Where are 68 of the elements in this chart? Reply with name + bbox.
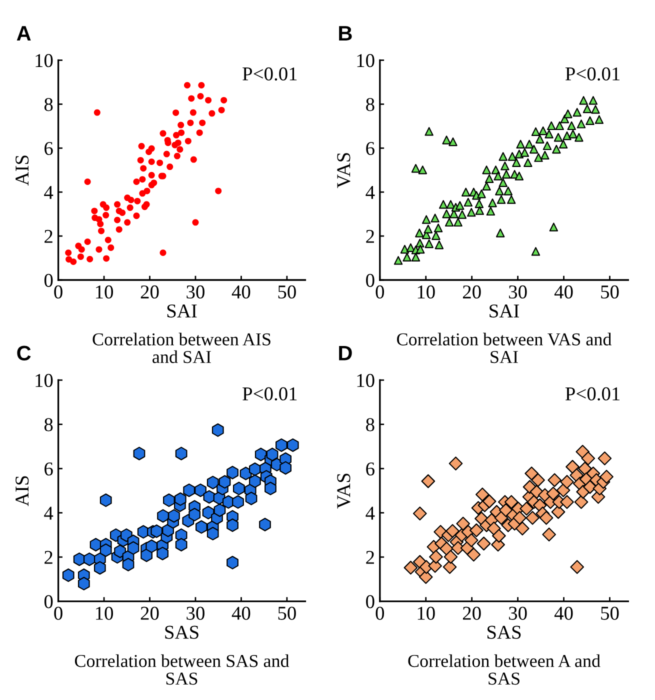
y-tick-label: 2	[44, 230, 52, 243]
x-tick-label: 40	[554, 285, 573, 299]
x-tick-label: 20	[140, 606, 159, 620]
x-tick-label: 50	[601, 606, 619, 620]
x-tick-label: 20	[462, 285, 481, 299]
x-tick-label: 10	[418, 285, 435, 299]
text: Correlation between A and SAS	[408, 654, 600, 685]
y-tick-label: 10	[36, 54, 53, 68]
y-tick-label: 6	[366, 142, 374, 156]
annotation: P<0.01	[242, 387, 297, 401]
x-tick-label: 0	[54, 606, 62, 620]
x-tick-label: 30	[186, 285, 204, 299]
annotation: P<0.01	[565, 67, 620, 81]
y-tick-label: 0	[44, 274, 53, 287]
y-axis-title: VAS	[337, 474, 350, 509]
y-tick-label: 6	[44, 462, 53, 476]
x-tick-label: 20	[462, 606, 481, 620]
x-tick-label: 10	[418, 606, 435, 620]
text: Correlation between SAS and SAS	[74, 654, 290, 685]
y-tick-label: 8	[366, 418, 374, 432]
x-tick-label: 0	[376, 285, 384, 299]
y-tick-label: 6	[44, 142, 53, 156]
y-tick-label: 6	[366, 462, 374, 476]
y-tick-label: 0	[44, 595, 53, 608]
y-tick-label: 4	[44, 506, 54, 520]
y-tick-label: 4	[366, 506, 375, 520]
x-tick-label: 20	[140, 285, 159, 299]
x-tick-label: 50	[278, 606, 296, 620]
y-tick-label: 8	[44, 98, 53, 112]
x-axis-title: SAS	[165, 626, 198, 639]
x-tick-label: 10	[96, 285, 114, 299]
x-axis-title: SAI	[167, 304, 197, 318]
y-tick-label: 4	[44, 186, 54, 199]
x-tick-label: 30	[186, 606, 204, 620]
text: Correlation between AIS and SAI	[92, 332, 270, 364]
y-tick-label: 2	[366, 230, 374, 243]
chart-title: B	[339, 26, 352, 40]
y-axis-title: AIS	[16, 156, 29, 186]
x-axis-title: SAI	[490, 304, 520, 318]
chart-title: D	[339, 346, 352, 360]
y-tick-label: 10	[357, 54, 374, 68]
x-axis-title: SAS	[487, 626, 521, 639]
annotation: P<0.01	[565, 387, 620, 401]
x-tick-label: 30	[509, 285, 527, 299]
y-tick-label: 2	[366, 550, 374, 564]
y-tick-label: 4	[366, 186, 375, 199]
x-tick-label: 40	[232, 606, 250, 620]
chart-title: C	[17, 346, 31, 360]
x-tick-label: 10	[96, 606, 114, 620]
x-tick-label: 50	[601, 285, 619, 299]
y-axis-title: AIS	[16, 476, 29, 506]
y-tick-label: 2	[44, 550, 52, 564]
x-tick-label: 50	[278, 285, 296, 299]
x-tick-label: 0	[54, 285, 62, 299]
y-tick-label: 0	[366, 595, 374, 608]
text: Correlation between VAS and SAI	[397, 332, 612, 364]
chart-title: A	[16, 26, 31, 40]
y-tick-label: 10	[36, 374, 53, 388]
annotation: P<0.01	[242, 67, 297, 81]
x-tick-label: 40	[554, 606, 573, 620]
y-tick-label: 10	[357, 374, 374, 388]
y-tick-label: 8	[366, 98, 374, 112]
x-tick-label: 30	[509, 606, 527, 620]
x-tick-label: 40	[232, 285, 250, 299]
y-axis-title: VAS	[337, 153, 350, 188]
y-tick-label: 8	[44, 418, 53, 432]
y-tick-label: 0	[366, 274, 374, 287]
x-tick-label: 0	[376, 606, 384, 620]
